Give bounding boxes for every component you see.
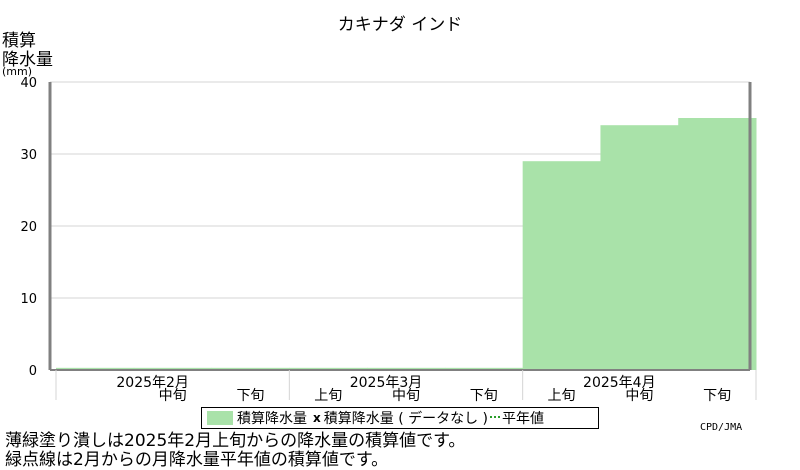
data-bar: [444, 367, 524, 370]
data-bar: [522, 161, 601, 370]
x-tick-label: 中旬: [159, 388, 187, 404]
y-tick-label: 30: [20, 148, 37, 163]
data-bar: [678, 118, 757, 370]
y-axis-label: 積算: [2, 31, 36, 51]
y-axis-label-line2: 降水量: [2, 50, 53, 70]
month-label: 2025年2月: [116, 375, 189, 391]
data-bar: [211, 367, 290, 370]
chart-legend: 積算降水量 x 積算降水量 ( データなし ) 平年値: [201, 407, 599, 429]
y-tick-label: 40: [20, 76, 37, 91]
legend-missing-marker-icon: x: [313, 411, 321, 425]
legend-bar-label: 積算降水量: [237, 411, 307, 427]
credit-label: CPD/JMA: [700, 422, 743, 433]
month-label: 2025年4月: [583, 375, 656, 391]
x-tick-label: 下旬: [470, 388, 498, 404]
legend-bar-swatch: [207, 411, 233, 425]
data-bar: [289, 367, 368, 370]
y-axis-unit: (mm): [2, 65, 33, 78]
footnote-2: 緑点線は2月からの月降水量平年値の積算値です。: [5, 450, 389, 470]
chart-title: カキナダ インド: [337, 15, 463, 35]
x-tick-label: 中旬: [392, 388, 420, 404]
legend-normal-label: 平年値: [502, 411, 545, 427]
y-tick-label: 10: [20, 292, 37, 307]
legend-dotted-line-icon: [490, 415, 501, 418]
x-tick-label: 上旬: [314, 388, 342, 404]
chart-plot: 0 10 20 30 40 中旬 下旬 上旬 中旬 下旬 上旬 中旬 下旬 2025年2月 2025年3月 2…: [20, 76, 757, 404]
x-tick-label: 下旬: [236, 388, 264, 404]
data-bar: [56, 367, 135, 370]
x-tick-label: 下旬: [703, 388, 731, 404]
y-tick-label: 0: [29, 364, 37, 379]
x-tick-label: 上旬: [548, 388, 576, 404]
data-bar: [367, 367, 446, 370]
y-tick-label: 20: [20, 220, 37, 235]
legend-missing-label: 積算降水量 ( データなし ): [323, 411, 489, 427]
data-bar: [600, 125, 679, 370]
x-tick-label: 中旬: [625, 388, 653, 404]
month-label: 2025年3月: [350, 375, 423, 391]
footnote-1: 薄緑塗り潰しは2025年2月上旬からの降水量の積算値です。: [5, 431, 466, 451]
data-bar: [133, 367, 213, 370]
